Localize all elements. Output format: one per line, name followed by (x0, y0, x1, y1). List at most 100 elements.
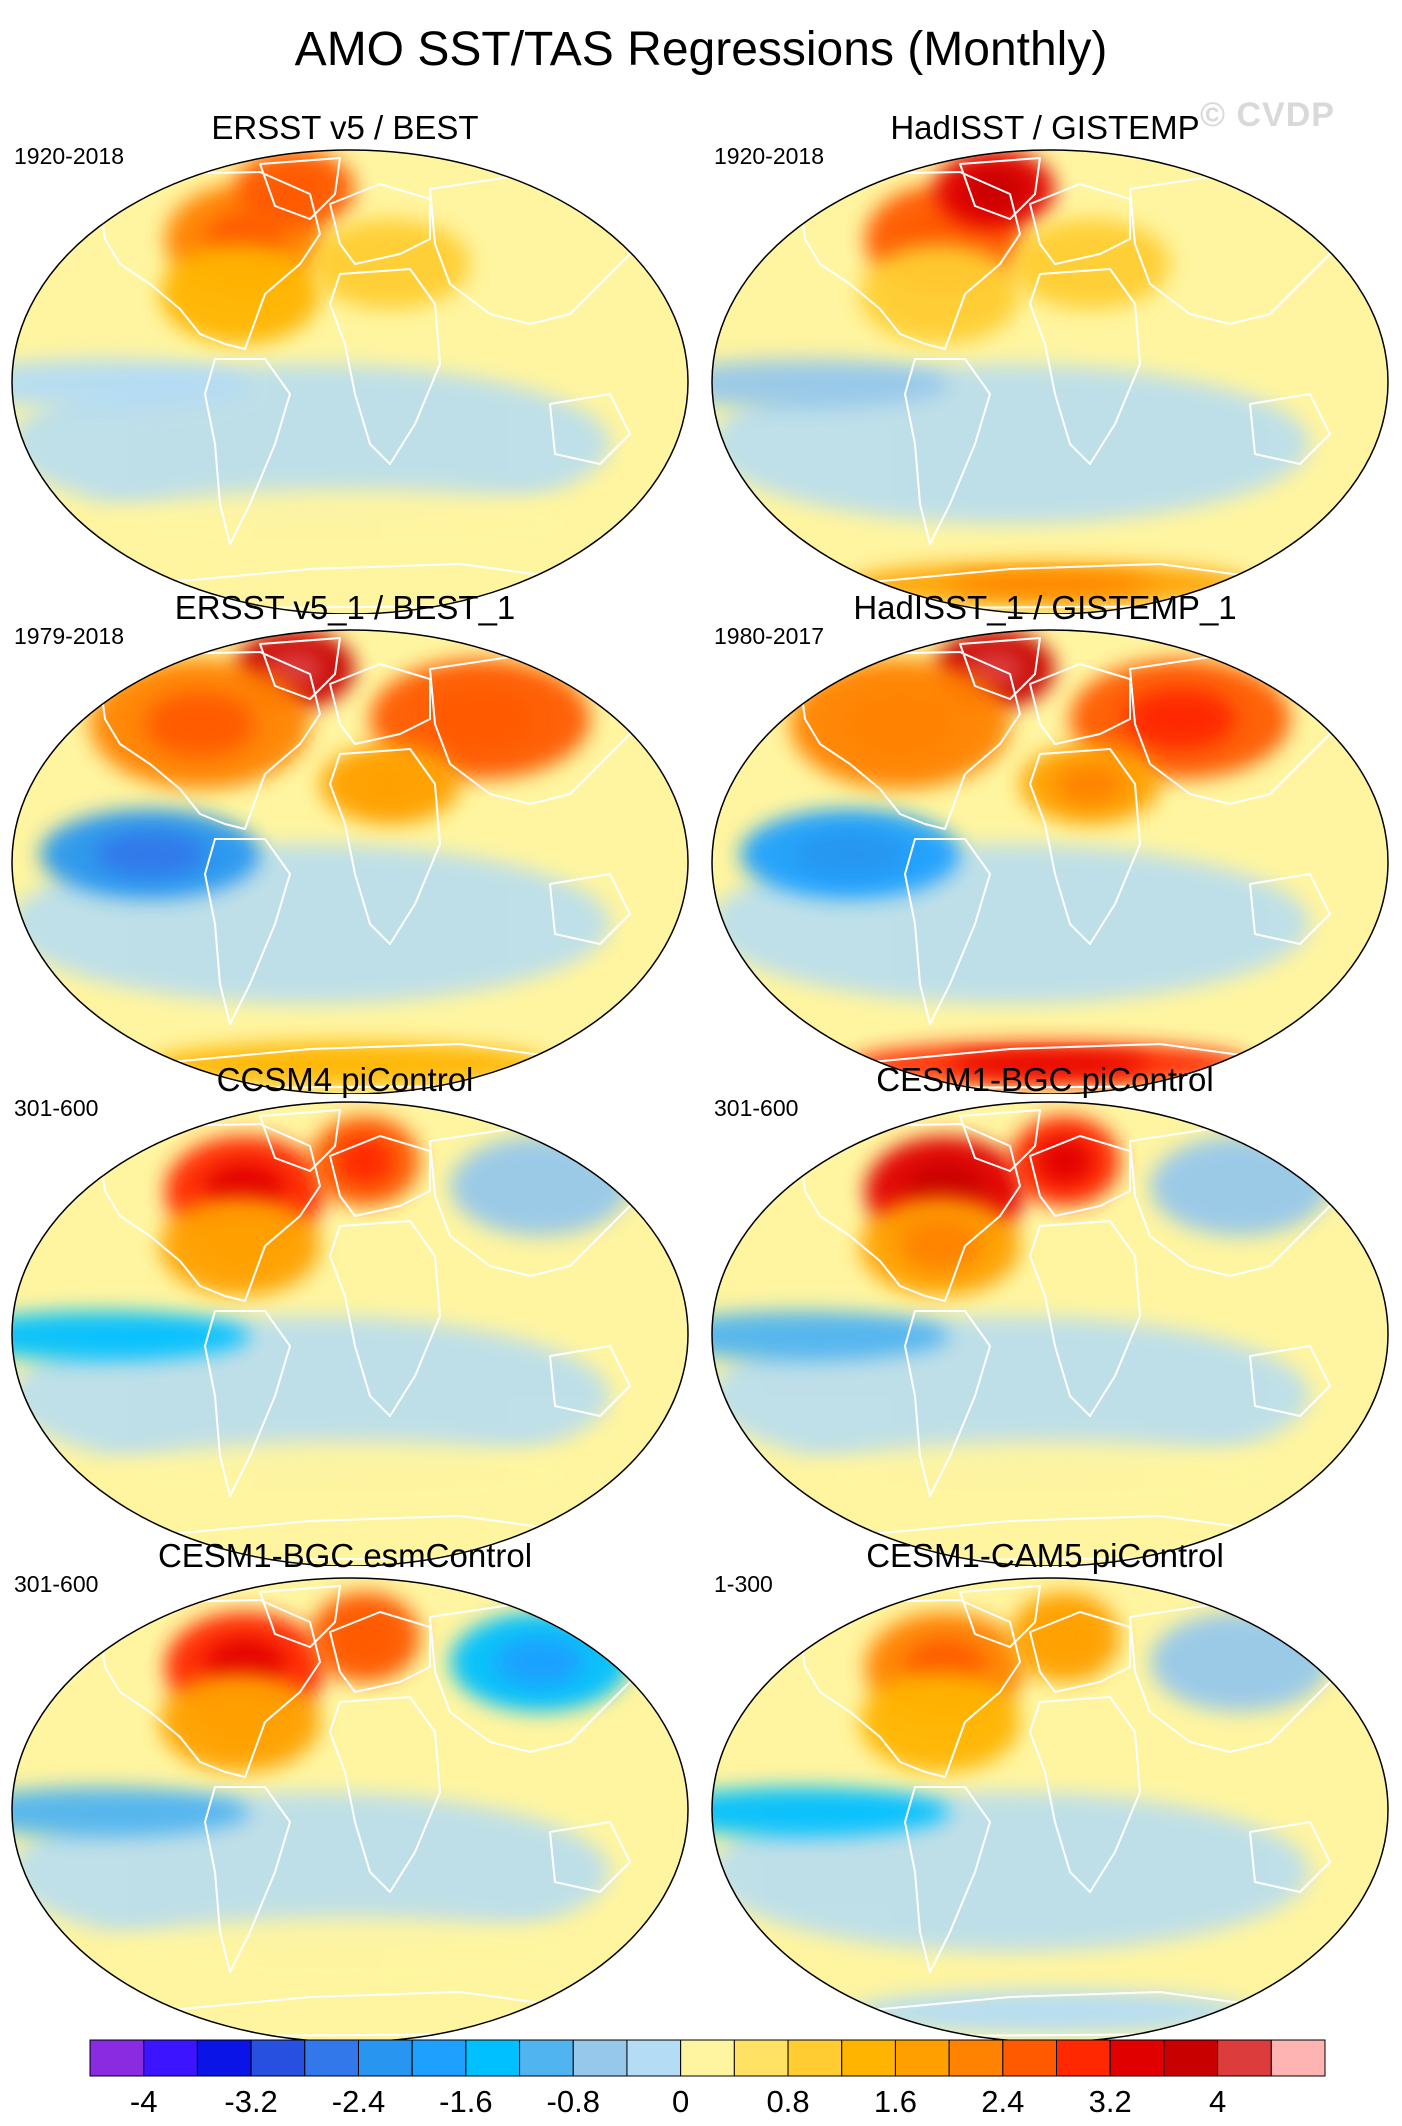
continent-outline (1249, 1821, 1331, 1893)
colorbar-segment (89, 2039, 145, 2077)
continent-outline (99, 651, 321, 830)
colorbar-segment (1217, 2039, 1272, 2077)
continent-outline (959, 637, 1041, 700)
panel-period: 1980-2017 (714, 623, 824, 649)
continent-outline (1029, 748, 1141, 945)
anomaly-core (495, 1637, 585, 1687)
continent-outline (204, 358, 291, 545)
panel-title: ERSST v5_1 / BEST_1 (174, 589, 516, 626)
panel-title: ERSST v5 / BEST (211, 109, 479, 146)
continent-outline (329, 1220, 441, 1417)
colorbar-segment (948, 2039, 1004, 2077)
robinson-map (711, 629, 1389, 1094)
continent-outline (259, 157, 341, 220)
colorbar-segment (841, 2039, 896, 2077)
continent-outline (1249, 1345, 1331, 1417)
anomaly-region (12, 1787, 250, 1837)
colorbar-segment (1109, 2039, 1165, 2077)
anomaly-core (265, 169, 325, 209)
robinson-map (711, 1101, 1389, 1566)
continent-outline (329, 1135, 431, 1217)
colorbar-tick-label: -4 (130, 2084, 158, 2119)
robinson-map (711, 149, 1389, 614)
map-border (11, 149, 689, 614)
colorbar-segment (465, 2039, 521, 2077)
colorbar-tick-label: 1.6 (874, 2084, 917, 2119)
anomaly-core (845, 691, 955, 757)
anomaly-core (965, 649, 1025, 689)
anomaly-region (712, 1787, 950, 1837)
panel-period: 1920-2018 (14, 143, 124, 169)
panel-period: 301-600 (714, 1095, 799, 1121)
anomaly-core (1125, 689, 1235, 749)
anomaly-core (95, 831, 205, 877)
map-border (11, 1577, 689, 2042)
map-panel: HadISST / GISTEMP 1920-2018 (700, 108, 1390, 614)
colorbar-segment (250, 2039, 306, 2077)
colorbar-tick-label: -2.4 (332, 2084, 385, 2119)
panel-title: HadISST / GISTEMP (890, 109, 1200, 146)
colorbar-tick-label: 2.4 (981, 2084, 1024, 2119)
anomaly-region (100, 1917, 600, 1987)
colorbar-tick-label: 3.2 (1089, 2084, 1132, 2119)
panel-title: CCSM4 piControl (216, 1061, 474, 1098)
colorbar-segment (196, 2039, 252, 2077)
robinson-map (11, 1101, 689, 1566)
map-border (711, 1577, 1389, 2042)
continent-outline (959, 1109, 1041, 1172)
anomaly-region (100, 489, 600, 559)
map-border (711, 629, 1389, 1094)
map-border (11, 629, 689, 1094)
anomaly-region (310, 219, 470, 309)
panel-period: 1979-2018 (14, 623, 124, 649)
map-panel: CESM1-CAM5 piControl 1-300 (700, 1536, 1390, 2042)
anomaly-core (265, 649, 325, 689)
anomaly-core (1037, 1614, 1093, 1660)
continent-outline (799, 1599, 1021, 1778)
continent-outline (204, 838, 291, 1025)
colorbar-tick-label: 0.8 (766, 2084, 809, 2119)
anomaly-core (337, 1614, 393, 1660)
continent-outline (1029, 663, 1131, 745)
anomaly-region (860, 244, 1020, 344)
continent-outline (99, 1123, 321, 1302)
colorbar-segment (572, 2039, 628, 2077)
colorbar-tick-label: 4 (1209, 2084, 1226, 2119)
colorbar-segment (680, 2039, 735, 2077)
continent-outline (99, 1599, 321, 1778)
colorbar-segment (1002, 2039, 1058, 2077)
panel-title: CESM1-BGC esmControl (157, 1537, 533, 1574)
continent-outline (1249, 873, 1331, 945)
anomaly-core (1037, 1138, 1093, 1184)
anomaly-core (950, 1053, 1150, 1075)
panel-period: 301-600 (14, 1571, 99, 1597)
colorbar-segment (304, 2039, 359, 2077)
continent-outline (259, 637, 341, 700)
anomaly-core (425, 689, 535, 749)
colorbar-segment (733, 2039, 789, 2077)
continent-outline (204, 1786, 291, 1973)
anomaly-core (795, 831, 905, 877)
anomaly-core (355, 764, 425, 804)
continent-outline (904, 1786, 991, 1973)
continent-outline (549, 1345, 631, 1417)
panel-title: HadISST_1 / GISTEMP_1 (853, 589, 1237, 626)
colorbar-segment (1163, 2039, 1219, 2077)
continent-outline (329, 1611, 431, 1693)
map-border (11, 1101, 689, 1566)
continent-outline (204, 1310, 291, 1497)
anomaly-region (712, 359, 950, 409)
panel-period: 1920-2018 (714, 143, 824, 169)
colorbar-segment (626, 2039, 682, 2077)
robinson-map (11, 629, 689, 1094)
map-panel: ERSST v5_1 / BEST_1 1979-2018 (0, 588, 690, 1094)
anomaly-region (12, 359, 250, 409)
continent-outline (1029, 1611, 1131, 1693)
anomaly-region (850, 1990, 1250, 2034)
continent-outline (959, 157, 1041, 220)
continent-outline (329, 183, 431, 265)
continent-outline (904, 1310, 991, 1497)
continent-outline (1029, 1135, 1131, 1217)
anomaly-core (965, 169, 1025, 209)
